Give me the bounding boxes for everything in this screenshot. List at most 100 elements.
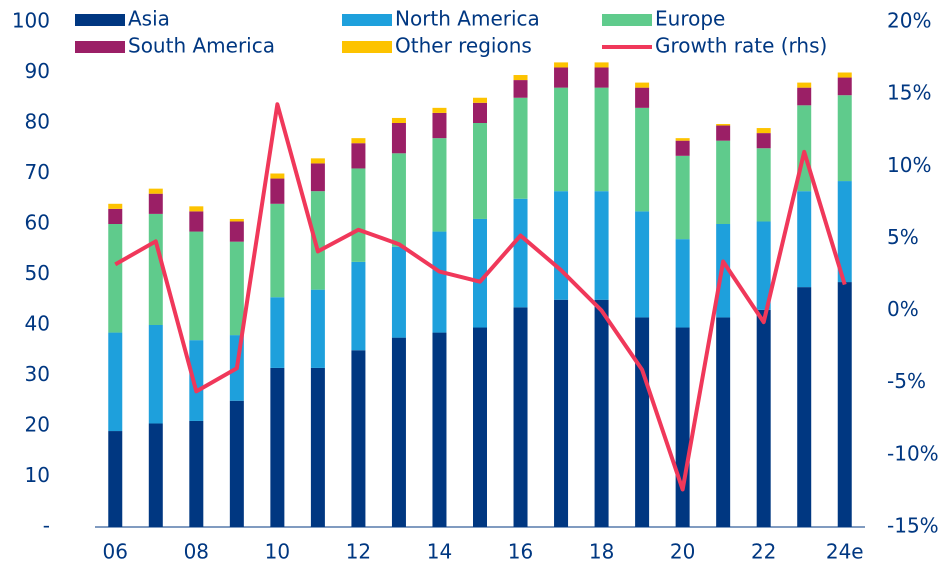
bar-segment xyxy=(635,211,650,318)
legend-label: Europe xyxy=(655,7,725,31)
bar-segment xyxy=(189,211,204,232)
bar-segment xyxy=(391,117,406,123)
legend-label: North America xyxy=(395,7,540,31)
x-tick-label: 10 xyxy=(265,540,290,564)
bar-segment xyxy=(635,107,650,212)
bar-segment xyxy=(797,287,812,527)
bar-segment xyxy=(310,367,325,527)
bar-segment xyxy=(351,261,366,351)
legend-label: South America xyxy=(128,34,275,58)
bar-segment xyxy=(473,97,487,103)
bar-segment xyxy=(189,340,204,421)
bar-segment xyxy=(513,75,528,81)
y-tick-label: 30 xyxy=(25,362,50,386)
y-tick-label: 20 xyxy=(25,413,50,437)
bar-segment xyxy=(837,181,852,283)
bar-segment xyxy=(716,124,731,126)
bar-segment xyxy=(108,203,123,209)
bar-segment xyxy=(635,317,650,527)
bar-segment xyxy=(756,221,771,310)
legend-label: Other regions xyxy=(395,34,532,58)
bar-segment xyxy=(270,367,285,527)
bar-segment xyxy=(229,218,244,222)
bar-segment xyxy=(351,168,366,262)
bar-segment xyxy=(148,325,163,424)
bar-segment xyxy=(837,77,852,96)
bar-segment xyxy=(108,332,123,432)
bar-segment xyxy=(432,138,447,232)
bar-segment xyxy=(229,221,244,242)
bar-segment xyxy=(270,297,285,368)
bar-segment xyxy=(837,72,852,78)
bar-segment xyxy=(270,203,285,298)
bar-segment xyxy=(270,173,285,179)
y-tick-label: 70 xyxy=(25,160,50,184)
bar-segment xyxy=(391,123,406,154)
legend-swatch xyxy=(342,14,392,26)
legend-swatch xyxy=(342,41,392,53)
bar-segment xyxy=(148,213,163,325)
y-tick-label: 80 xyxy=(25,110,50,134)
bar-segment xyxy=(797,82,812,88)
bar-segment xyxy=(554,62,569,68)
bar-segment xyxy=(148,188,163,194)
bar-segment xyxy=(513,198,528,308)
bar-segment xyxy=(635,82,650,88)
bar-segment xyxy=(756,128,771,134)
legend-swatch xyxy=(75,14,125,26)
legend-swatch xyxy=(75,41,125,53)
bar-segment xyxy=(756,148,771,222)
x-tick-label: 08 xyxy=(184,540,209,564)
x-tick-label: 14 xyxy=(427,540,452,564)
bar-segment xyxy=(108,224,123,333)
legend-label: Asia xyxy=(128,7,170,31)
y2-tick-label: 20% xyxy=(887,9,931,33)
bar-segment xyxy=(432,112,447,139)
bar-segment xyxy=(310,191,325,290)
bar-segment xyxy=(473,327,487,527)
bar-segment xyxy=(513,80,528,98)
bar-segment xyxy=(554,87,569,192)
bar-segment xyxy=(270,178,285,204)
legend-swatch xyxy=(602,14,652,26)
y2-tick-label: -10% xyxy=(887,441,939,465)
bar-segment xyxy=(391,246,406,338)
bar-segment xyxy=(310,158,325,164)
x-tick-label: 06 xyxy=(103,540,128,564)
bar-segment xyxy=(594,62,609,68)
x-tick-label: 12 xyxy=(346,540,371,564)
bar-segment xyxy=(473,218,487,328)
bar-segment xyxy=(675,239,690,328)
x-tick-label: 18 xyxy=(589,540,614,564)
bar-segment xyxy=(432,231,447,333)
y2-tick-label: -15% xyxy=(887,514,939,538)
y2-tick-label: 0% xyxy=(887,297,919,321)
bar-segment xyxy=(189,206,204,212)
bar-segment xyxy=(473,102,487,123)
bar-segment xyxy=(837,95,852,182)
bar-segment xyxy=(108,431,123,527)
bar-segment xyxy=(756,309,771,527)
bar-segment xyxy=(391,153,406,247)
bar-segment xyxy=(108,208,123,224)
y2-tick-label: 15% xyxy=(887,81,931,105)
y-tick-label: 40 xyxy=(25,312,50,336)
x-tick-label: 20 xyxy=(670,540,695,564)
y-tick-label: 50 xyxy=(25,261,50,285)
x-tick-label: 16 xyxy=(508,540,533,564)
bar-segment xyxy=(594,299,609,527)
y-tick-label: 60 xyxy=(25,211,50,235)
bar-segment xyxy=(310,163,325,192)
bar-segment xyxy=(675,140,690,156)
bar-segment xyxy=(351,138,366,144)
y-tick-label: 90 xyxy=(25,59,50,83)
y-tick-label: 100 xyxy=(12,9,50,33)
bar-segment xyxy=(716,125,731,141)
bar-segment xyxy=(513,307,528,527)
legend-label: Growth rate (rhs) xyxy=(655,34,827,58)
bar-segment xyxy=(351,350,366,527)
bar-segment xyxy=(351,143,366,169)
bar-segment xyxy=(310,289,325,368)
y2-tick-label: -5% xyxy=(887,369,926,393)
